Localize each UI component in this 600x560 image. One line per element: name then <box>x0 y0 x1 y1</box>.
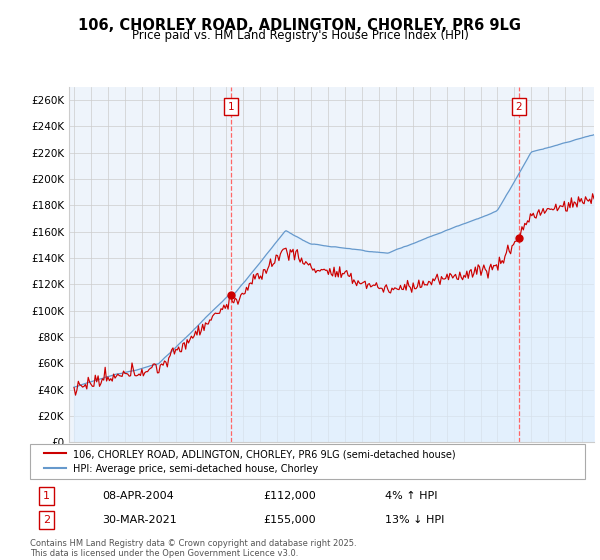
Text: 30-MAR-2021: 30-MAR-2021 <box>102 515 177 525</box>
Text: 2: 2 <box>515 101 522 111</box>
Text: 2: 2 <box>43 515 50 525</box>
Text: £155,000: £155,000 <box>263 515 316 525</box>
Text: 1: 1 <box>228 101 235 111</box>
Text: Price paid vs. HM Land Registry's House Price Index (HPI): Price paid vs. HM Land Registry's House … <box>131 29 469 42</box>
Legend: 106, CHORLEY ROAD, ADLINGTON, CHORLEY, PR6 9LG (semi-detached house), HPI: Avera: 106, CHORLEY ROAD, ADLINGTON, CHORLEY, P… <box>40 445 460 478</box>
FancyBboxPatch shape <box>30 444 585 479</box>
Text: 1: 1 <box>43 491 50 501</box>
Text: 08-APR-2004: 08-APR-2004 <box>102 491 174 501</box>
Text: Contains HM Land Registry data © Crown copyright and database right 2025.
This d: Contains HM Land Registry data © Crown c… <box>30 539 356 558</box>
Text: 4% ↑ HPI: 4% ↑ HPI <box>385 491 438 501</box>
Text: 106, CHORLEY ROAD, ADLINGTON, CHORLEY, PR6 9LG: 106, CHORLEY ROAD, ADLINGTON, CHORLEY, P… <box>79 18 521 33</box>
Text: 13% ↓ HPI: 13% ↓ HPI <box>385 515 445 525</box>
Text: £112,000: £112,000 <box>263 491 316 501</box>
